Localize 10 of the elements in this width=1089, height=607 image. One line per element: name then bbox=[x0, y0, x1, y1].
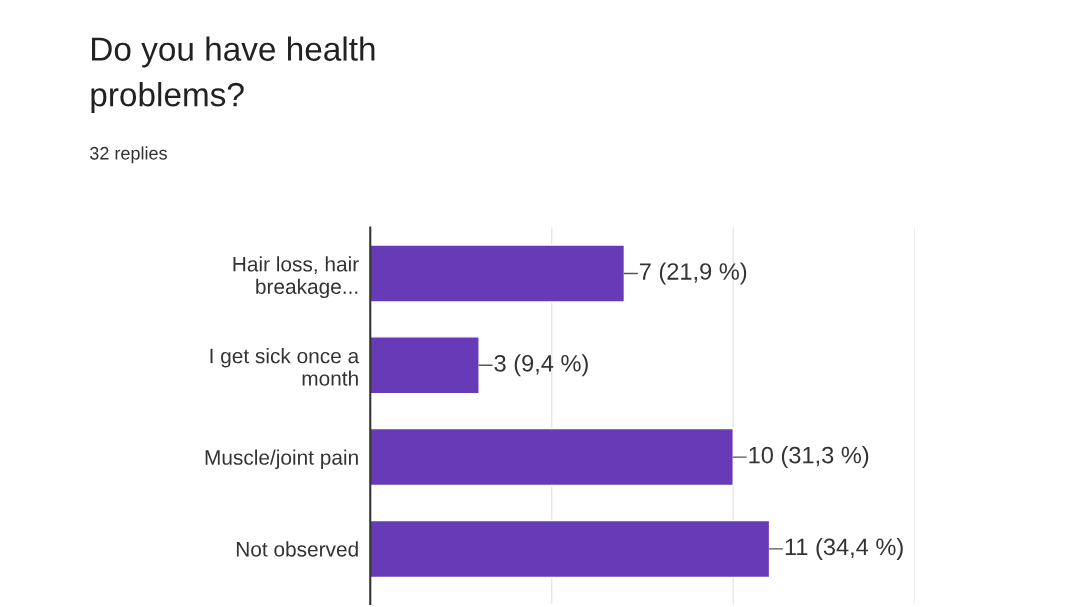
chart-title: Do you have health problems? bbox=[91, 36, 375, 114]
data-label: 11 (34,4 %) bbox=[785, 537, 903, 560]
y-tick-label: Not observed bbox=[236, 541, 358, 557]
data-label: 3 (9,4 %) bbox=[494, 354, 588, 377]
data-label: 10 (31,3 %) bbox=[749, 446, 869, 469]
y-tick-label: Muscle/joint pain bbox=[205, 449, 358, 469]
y-tick-label: I get sick once a month bbox=[210, 348, 360, 386]
data-label: 7 (21,9 %) bbox=[639, 262, 747, 285]
y-tick-label: Hair loss, hair breakage... bbox=[233, 256, 359, 299]
text: 32 replies bbox=[89, 146, 167, 164]
